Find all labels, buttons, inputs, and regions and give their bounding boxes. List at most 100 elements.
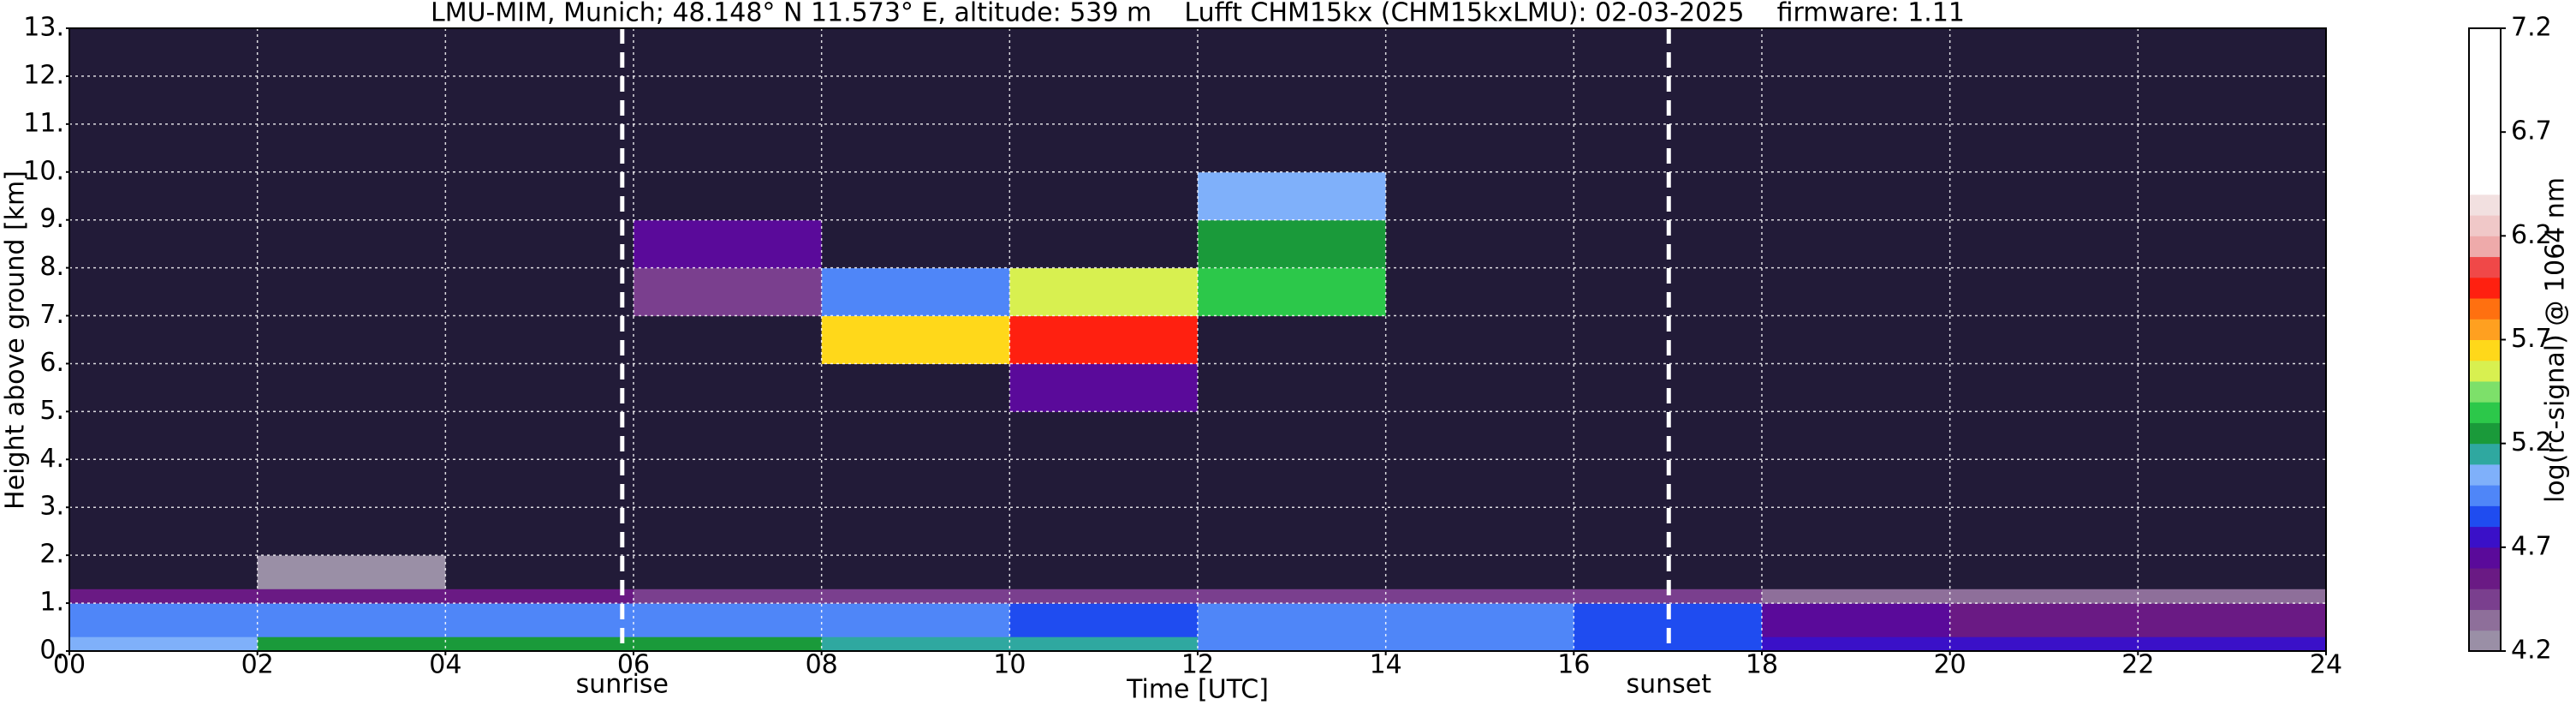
heatmap-cell xyxy=(1762,411,1951,460)
colorbar-swatch xyxy=(2469,277,2501,299)
heatmap-cell xyxy=(1949,507,2139,556)
heatmap-cell xyxy=(1949,315,2139,364)
heatmap-cell xyxy=(445,75,634,125)
heatmap-cell xyxy=(1009,123,1199,173)
heatmap-cell xyxy=(69,28,259,77)
heatmap-cell xyxy=(1949,636,2139,652)
heatmap-cell xyxy=(69,636,259,652)
colorbar-swatch xyxy=(2469,380,2501,403)
colorbar-label: log(rc-signal) @ 1064 nm xyxy=(2541,177,2571,503)
heatmap-cell xyxy=(257,555,446,589)
y-tick-label: 1. xyxy=(39,588,64,618)
heatmap-cell xyxy=(1762,636,1951,652)
heatmap-cell xyxy=(1762,219,1951,269)
heatmap-cell xyxy=(634,603,823,637)
heatmap-cell xyxy=(1198,75,1387,125)
heatmap-cell xyxy=(1949,411,2139,460)
heatmap-cell xyxy=(821,636,1010,652)
heatmap-cell xyxy=(2138,315,2327,364)
heatmap-cell xyxy=(257,123,446,173)
heatmap-cell xyxy=(2138,555,2327,589)
colorbar-swatch xyxy=(2469,256,2501,278)
heatmap-cell xyxy=(69,363,259,412)
heatmap-cell xyxy=(1762,555,1951,589)
colorbar-swatch xyxy=(2469,236,2501,258)
heatmap-cell xyxy=(1009,459,1199,508)
heatmap-cell xyxy=(1198,555,1387,589)
heatmap-cell xyxy=(634,267,823,317)
heatmap-cell xyxy=(2138,171,2327,221)
colorbar-swatch xyxy=(2469,443,2501,465)
colorbar-swatch xyxy=(2469,111,2501,133)
heatmap-cell xyxy=(2138,75,2327,125)
heatmap-cell xyxy=(1385,555,1574,589)
heatmap-cell xyxy=(1198,267,1387,317)
heatmap-cell xyxy=(1949,555,2139,589)
heatmap-cell xyxy=(1385,75,1574,125)
heatmap-cell xyxy=(2138,267,2327,317)
y-axis-label: Height above ground [km] xyxy=(1,170,31,510)
heatmap-cell xyxy=(445,28,634,77)
heatmap-cell xyxy=(257,603,446,637)
colorbar-swatch xyxy=(2469,463,2501,486)
heatmap-cell xyxy=(1198,171,1387,221)
colorbar-tick-label: 6.2 xyxy=(2511,220,2552,250)
heatmap-cell xyxy=(1009,636,1199,652)
heatmap-cell xyxy=(2138,28,2327,77)
heatmap-cell xyxy=(257,75,446,125)
heatmap-cell xyxy=(634,75,823,125)
heatmap-cell xyxy=(634,28,823,77)
y-tick-label: 5. xyxy=(39,396,64,426)
y-tick-label: 7. xyxy=(39,300,64,330)
colorbar-swatch xyxy=(2469,194,2501,216)
y-tick-label: 4. xyxy=(39,444,64,474)
heatmap-cell xyxy=(1762,589,1951,604)
heatmap-cell xyxy=(69,75,259,125)
y-tick-label: 8. xyxy=(39,252,64,282)
heatmap-cell xyxy=(2138,411,2327,460)
heatmap-cell xyxy=(445,603,634,637)
heatmap-cell xyxy=(1009,267,1199,317)
heatmap-cell xyxy=(634,636,823,652)
heatmap-cell xyxy=(257,411,446,460)
heatmap-cell xyxy=(1574,636,1763,652)
heatmap-cell xyxy=(2138,507,2327,556)
heatmap-cell xyxy=(445,589,634,604)
heatmap-cell xyxy=(445,555,634,589)
heatmap-cell xyxy=(1198,636,1387,652)
heatmap-cell xyxy=(69,171,259,221)
plot-frame xyxy=(68,27,2327,652)
heatmap-cell xyxy=(1009,411,1199,460)
heatmap-cell xyxy=(821,219,1010,269)
colorbar-swatch xyxy=(2469,568,2501,589)
colorbar-swatch xyxy=(2469,485,2501,506)
heatmap-cell xyxy=(445,267,634,317)
heatmap-cell xyxy=(1009,315,1199,364)
colorbar-swatch xyxy=(2469,298,2501,320)
colorbar-swatch xyxy=(2469,132,2501,153)
heatmap-cell xyxy=(1198,459,1387,508)
heatmap-cell xyxy=(1385,267,1574,317)
annotation-label: sunset xyxy=(1627,670,1712,700)
heatmap-cell xyxy=(1949,589,2139,604)
heatmap-cell xyxy=(69,589,259,604)
heatmap-cell xyxy=(1198,315,1387,364)
heatmap-cell xyxy=(257,363,446,412)
x-axis-label: Time [UTC] xyxy=(1126,675,1269,705)
heatmap-cell xyxy=(1762,267,1951,317)
heatmap-cell xyxy=(1574,589,1763,604)
heatmap-cell xyxy=(1385,171,1574,221)
heatmap-cell xyxy=(1949,28,2139,77)
heatmap-cell xyxy=(69,603,259,637)
heatmap-cell xyxy=(1009,219,1199,269)
heatmap-cell xyxy=(1762,507,1951,556)
y-tick-label: 13. xyxy=(23,13,64,43)
colorbar-swatch xyxy=(2469,339,2501,361)
heatmap-cell xyxy=(445,411,634,460)
heatmap-cell xyxy=(1009,363,1199,412)
heatmap-cell xyxy=(1385,411,1574,460)
colorbar-swatch xyxy=(2469,422,2501,445)
heatmap-cell xyxy=(445,123,634,173)
heatmap-cell xyxy=(634,459,823,508)
